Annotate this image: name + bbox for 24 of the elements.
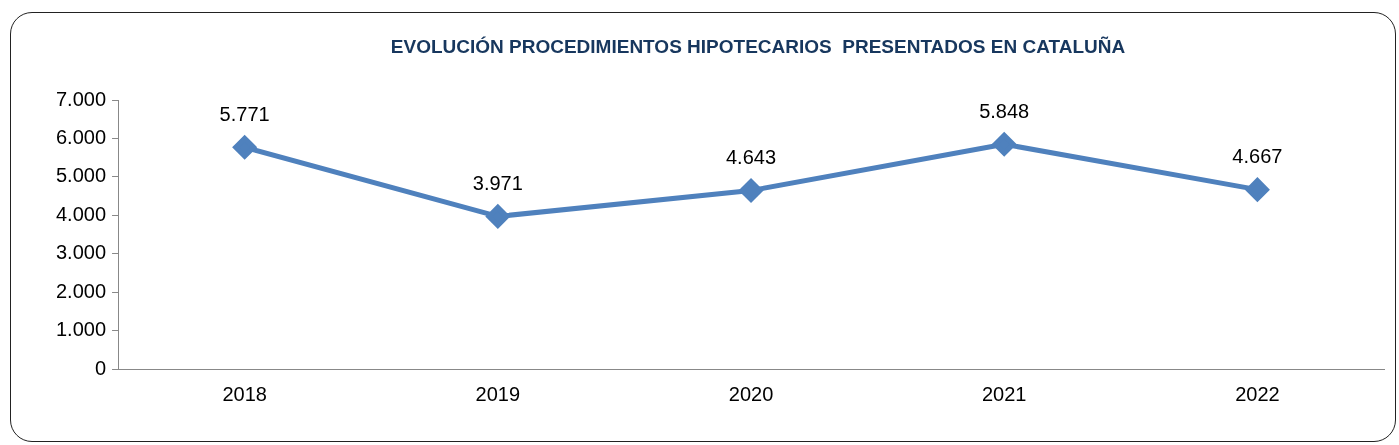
x-tick-label: 2021 <box>981 382 1027 405</box>
y-tick-label: 2.000 <box>55 279 107 302</box>
data-label: 5.771 <box>219 102 270 125</box>
y-tick-label: 7.000 <box>55 87 107 110</box>
x-tick-label: 2020 <box>728 382 774 405</box>
point <box>486 204 510 228</box>
point <box>739 179 763 203</box>
data-label: 4.667 <box>1232 145 1283 168</box>
data-label: 4.643 <box>725 146 777 169</box>
y-tick-label: 3.000 <box>55 241 107 264</box>
point <box>233 135 257 159</box>
y-tick-label: 0 <box>94 356 107 379</box>
point <box>992 132 1016 156</box>
x-tick-label: 2018 <box>222 382 267 405</box>
point <box>1245 178 1269 202</box>
data-label: 5.848 <box>979 99 1030 122</box>
x-tick-label: 2022 <box>1235 382 1280 405</box>
y-tick-label: 6.000 <box>55 125 107 148</box>
x-tick-label: 2019 <box>475 382 521 405</box>
y-tick-label: 1.000 <box>55 318 107 341</box>
data-label: 3.971 <box>472 171 523 194</box>
y-tick-label: 4.000 <box>55 202 107 225</box>
y-tick-label: 5.000 <box>55 164 107 187</box>
chart-title: EVOLUCIÓN PROCEDIMIENTOS HIPOTECARIOS PRESENTADOS EN CATALUÑA <box>389 36 1127 58</box>
